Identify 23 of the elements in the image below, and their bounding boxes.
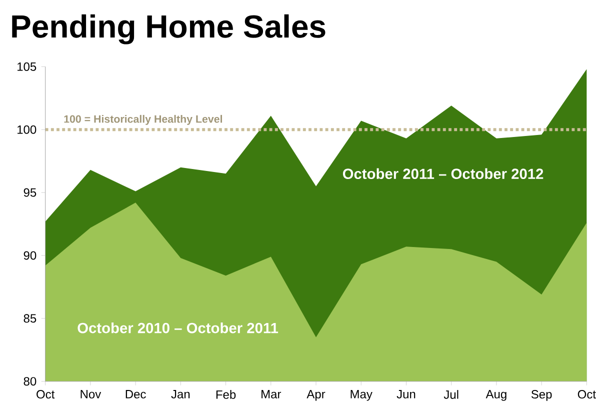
series-label: October 2010 – October 2011 (78, 322, 278, 334)
x-tick-label: Sep (531, 390, 552, 401)
x-tick-label: Dec (126, 390, 146, 398)
y-tick-label: 90 (24, 251, 36, 260)
x-tick-label: Nov (80, 390, 102, 398)
x-tick-label: May (350, 390, 372, 401)
x-tick-label: Feb (216, 390, 236, 399)
x-tick-label: Jul (444, 390, 458, 399)
x-tick-label: Apr (306, 390, 326, 401)
y-tick-label: 95 (24, 188, 36, 197)
chart-title: Pending Home Sales (12, 14, 326, 44)
x-tick-label: Jan (171, 390, 190, 398)
x-tick-label: Jun (396, 390, 416, 398)
x-tick-label: Aug (486, 390, 506, 401)
y-tick-label: 100 (18, 125, 36, 134)
x-tick-label: Mar (262, 390, 282, 398)
x-tick-label: Oct (578, 390, 596, 399)
y-tick-label: 105 (18, 62, 36, 71)
y-tick-label: 80 (24, 377, 36, 386)
series-label: October 2011 – October 2012 (342, 168, 544, 180)
x-tick-label: Oct (36, 390, 55, 399)
y-tick-label: 85 (24, 314, 36, 323)
ref-line-label: 100 = Historically Healthy Level (64, 114, 222, 125)
